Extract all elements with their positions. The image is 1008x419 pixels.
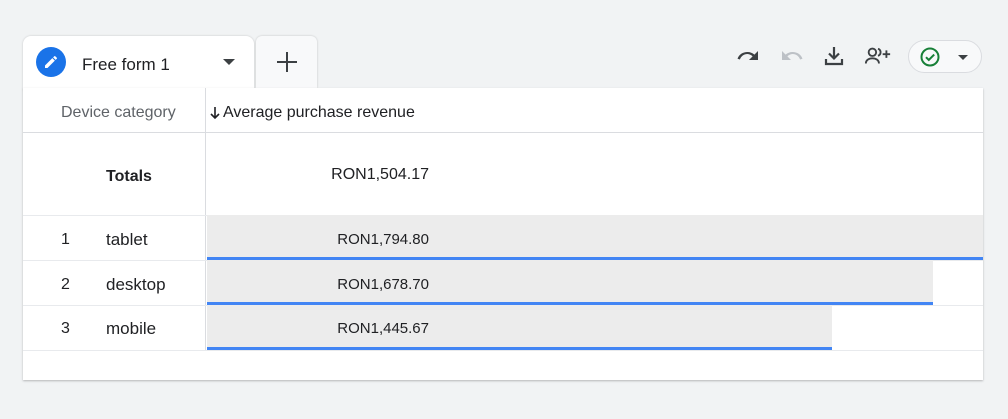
column-divider: [205, 88, 206, 350]
pencil-icon: [36, 47, 66, 77]
header-divider: [23, 132, 983, 133]
bar-fill: [207, 260, 933, 305]
redo-icon: [782, 51, 803, 60]
row-device[interactable]: mobile: [106, 319, 157, 338]
undo-button[interactable]: [734, 42, 762, 70]
row-index: 3: [61, 320, 70, 337]
free-form-table: Device category Average purchase revenue…: [23, 88, 983, 380]
redo-button[interactable]: [778, 42, 806, 70]
caret-down-icon[interactable]: [219, 56, 239, 68]
caret-down-icon: [958, 55, 968, 60]
row-device[interactable]: desktop: [106, 275, 166, 294]
totals-label: Totals: [106, 168, 152, 185]
undo-icon: [737, 51, 758, 60]
row-value: RON1,678.70: [337, 276, 429, 293]
row-value: RON1,445.67: [337, 320, 429, 337]
row-value: RON1,794.80: [337, 231, 429, 248]
sort-descending-icon: [210, 107, 220, 120]
row-index: 1: [61, 231, 70, 248]
bar-underline: [207, 302, 933, 305]
row-divider: [23, 350, 983, 351]
dimension-header[interactable]: Device category: [61, 104, 176, 121]
metric-header[interactable]: Average purchase revenue: [209, 104, 415, 122]
add-tab-button[interactable]: [256, 36, 317, 88]
download-icon: [824, 47, 844, 66]
bar-fill: [207, 215, 983, 260]
row-device[interactable]: tablet: [106, 230, 148, 249]
tab-title: Free form 1: [82, 55, 170, 74]
metric-header-label: Average purchase revenue: [223, 104, 415, 121]
status-dropdown[interactable]: [908, 40, 982, 73]
share-button[interactable]: [864, 42, 892, 70]
totals-value: RON1,504.17: [331, 166, 429, 183]
download-button[interactable]: [820, 42, 848, 70]
share-users-icon: [864, 47, 891, 64]
bar-fill: [207, 305, 832, 350]
bar-underline: [207, 347, 832, 350]
check-circle-icon: [920, 47, 940, 67]
plus-icon: [276, 52, 297, 72]
bar-underline: [207, 257, 983, 260]
row-index: 2: [61, 276, 70, 293]
tab-free-form-1[interactable]: Free form 1: [23, 36, 254, 90]
